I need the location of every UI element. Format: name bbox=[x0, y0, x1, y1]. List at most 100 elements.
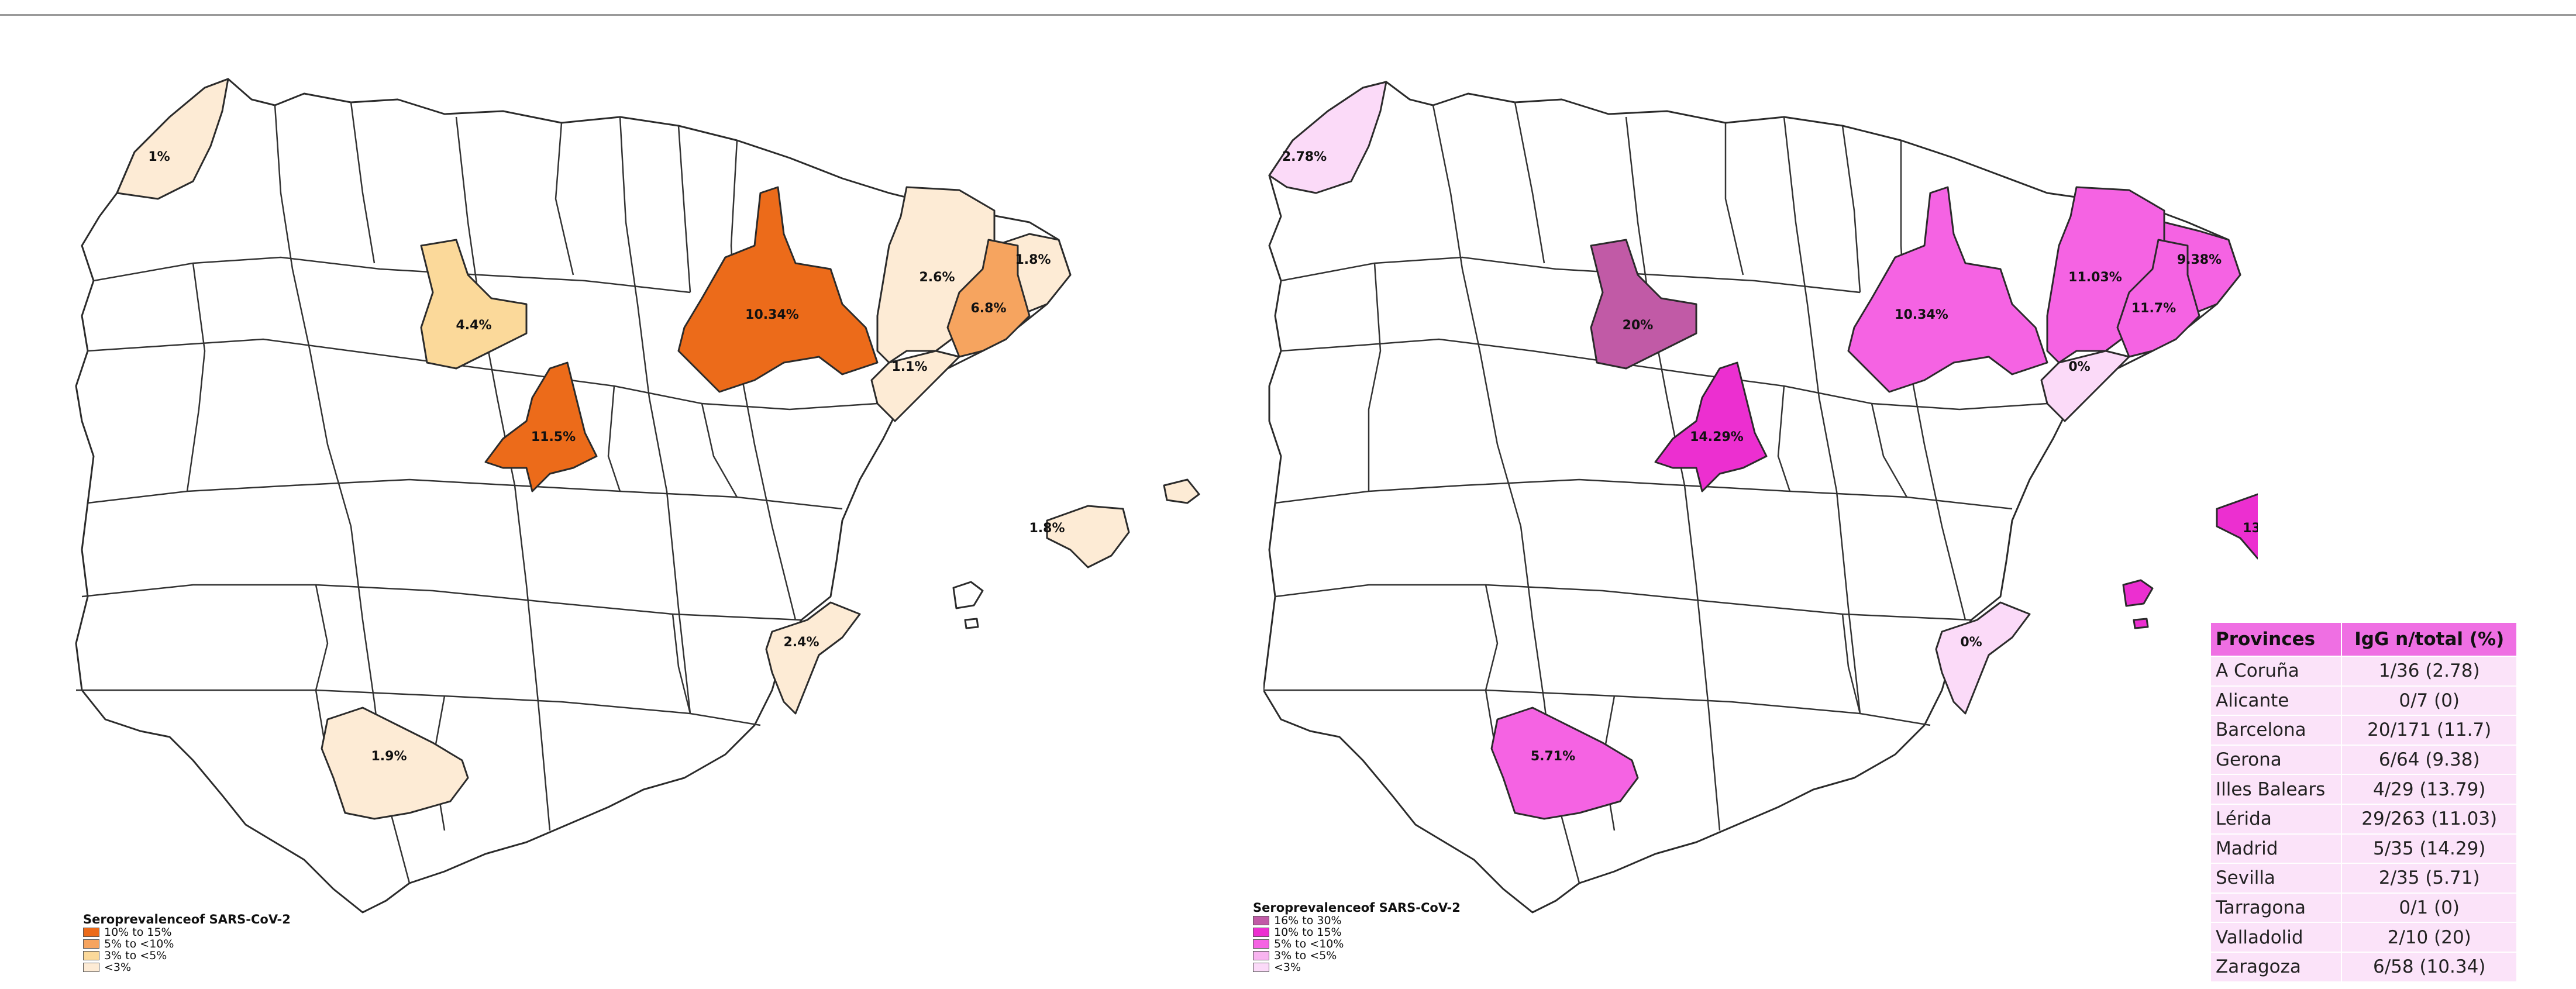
province-sevilla bbox=[1490, 707, 1639, 820]
province-zaragoza bbox=[677, 186, 879, 393]
label-barcelona: 6.8% bbox=[970, 301, 1006, 316]
cell-igg: 2/10 (20) bbox=[2341, 922, 2518, 953]
legend-label: 16% to 30% bbox=[1274, 914, 1342, 927]
label-zaragoza: 10.34% bbox=[745, 308, 799, 322]
table-header-row: Provinces IgG n/total (%) bbox=[2209, 622, 2518, 657]
label-lerida: 2.6% bbox=[919, 270, 955, 285]
cell-igg: 1/36 (2.78) bbox=[2341, 656, 2518, 687]
table-row: Lérida 29/263 (11.03) bbox=[2209, 803, 2518, 835]
cell-province: Illes Balears bbox=[2209, 774, 2343, 805]
province-borders bbox=[1263, 102, 2048, 884]
legend-label: 10% to 15% bbox=[104, 926, 172, 939]
legend-item: 5% to <10% bbox=[83, 938, 291, 950]
igg-table: Provinces IgG n/total (%) A Coruña 1/36 (… bbox=[2209, 622, 2518, 983]
label-gerona: 9.38% bbox=[2177, 253, 2222, 267]
legend-right: Seroprevalenceof SARS-CoV-2 16% to 30% 1… bbox=[1253, 901, 1461, 973]
label-alicante: 0% bbox=[1960, 635, 1982, 650]
island-ibiza bbox=[952, 581, 984, 609]
legend-swatch bbox=[83, 928, 99, 937]
cell-province: Madrid bbox=[2209, 833, 2343, 864]
top-divider bbox=[0, 14, 2576, 16]
table-row: A Coruña 1/36 (2.78) bbox=[2209, 656, 2518, 687]
label-madrid: 11.5% bbox=[531, 430, 576, 444]
province-alicante bbox=[765, 601, 861, 715]
cell-province: Zaragoza bbox=[2209, 951, 2343, 983]
legend-item: 16% to 30% bbox=[1253, 915, 1461, 926]
province-borders bbox=[76, 102, 878, 884]
island-formentera bbox=[2133, 618, 2149, 629]
cell-province: Valladolid bbox=[2209, 922, 2343, 953]
cell-province: Barcelona bbox=[2209, 715, 2343, 746]
label-sevilla: 1.9% bbox=[371, 749, 407, 764]
cell-igg: 4/29 (13.79) bbox=[2341, 774, 2518, 805]
cell-igg: 0/1 (0) bbox=[2341, 892, 2518, 923]
legend-swatch bbox=[83, 939, 99, 949]
label-a-coruna: 1% bbox=[148, 150, 170, 164]
cell-igg: 20/171 (11.7) bbox=[2341, 715, 2518, 746]
province-barcelona bbox=[946, 239, 1031, 358]
island-formentera bbox=[964, 618, 979, 629]
label-lerida: 11.03% bbox=[2068, 270, 2122, 285]
label-alicante: 2.4% bbox=[783, 635, 819, 650]
header-provinces: Provinces bbox=[2209, 622, 2343, 657]
legend-label: <3% bbox=[1274, 961, 1301, 974]
legend-swatch bbox=[1253, 963, 1269, 972]
cell-igg: 6/58 (10.34) bbox=[2341, 951, 2518, 983]
province-tarragona bbox=[2040, 350, 2130, 422]
label-valladolid: 4.4% bbox=[456, 318, 491, 333]
province-a-coruna bbox=[116, 78, 229, 200]
legend-label: 5% to <10% bbox=[104, 938, 174, 950]
label-valladolid: 20% bbox=[1623, 318, 1654, 333]
cell-igg: 2/35 (5.71) bbox=[2341, 863, 2518, 894]
label-illes-balears: 1.8% bbox=[1029, 521, 1065, 536]
legend-item: <3% bbox=[83, 962, 291, 973]
legend-left: Seroprevalenceof SARS-CoV-2 10% to 15% 5… bbox=[83, 912, 291, 973]
cell-province: Tarragona bbox=[2209, 892, 2343, 923]
legend-item: 3% to <5% bbox=[1253, 950, 1461, 962]
cell-igg: 29/263 (11.03) bbox=[2341, 803, 2518, 835]
cell-igg: 5/35 (14.29) bbox=[2341, 833, 2518, 864]
legend-label: 5% to <10% bbox=[1274, 938, 1344, 950]
island-ibiza bbox=[2122, 579, 2154, 607]
island-mallorca bbox=[1046, 505, 1130, 568]
table-row: Madrid 5/35 (14.29) bbox=[2209, 833, 2518, 864]
legend-swatch bbox=[83, 963, 99, 972]
legend-item: 5% to <10% bbox=[1253, 938, 1461, 950]
legend-label: 3% to <5% bbox=[1274, 949, 1337, 962]
table-row: Gerona 6/64 (9.38) bbox=[2209, 744, 2518, 776]
province-a-coruna bbox=[1268, 81, 1387, 194]
label-barcelona: 11.7% bbox=[2131, 301, 2176, 316]
province-tarragona bbox=[870, 350, 960, 422]
map-right: 2.78% 20% 10.34% 11.03% 11.7% 9.38% 0% 1… bbox=[1263, 81, 2258, 914]
table-row: Zaragoza 6/58 (10.34) bbox=[2209, 951, 2518, 983]
province-sevilla bbox=[321, 707, 469, 820]
header-igg: IgG n/total (%) bbox=[2341, 622, 2518, 657]
cell-province: Sevilla bbox=[2209, 863, 2343, 894]
province-barcelona bbox=[2116, 239, 2200, 358]
legend-label: 10% to 15% bbox=[1274, 926, 1342, 939]
legend-swatch bbox=[1253, 928, 1269, 937]
label-illes-balears: 13.79% bbox=[2243, 521, 2258, 536]
legend-label: 3% to <5% bbox=[104, 949, 167, 962]
table-row: Alicante 0/7 (0) bbox=[2209, 685, 2518, 716]
legend-label: <3% bbox=[104, 961, 132, 974]
cell-province: Gerona bbox=[2209, 744, 2343, 776]
province-alicante bbox=[1935, 601, 2031, 715]
map-left: 1% 4.4% 10.34% 2.6% 6.8% 1.8% 1.1% 11.5%… bbox=[75, 78, 1200, 914]
label-tarragona: 0% bbox=[2068, 360, 2090, 374]
island-menorca bbox=[1163, 478, 1200, 504]
cell-igg: 6/64 (9.38) bbox=[2341, 744, 2518, 776]
table-row: Tarragona 0/1 (0) bbox=[2209, 892, 2518, 923]
province-valladolid bbox=[420, 239, 528, 370]
table-row: Barcelona 20/171 (11.7) bbox=[2209, 715, 2518, 746]
province-madrid bbox=[1654, 361, 1768, 492]
table-row: Illes Balears 4/29 (13.79) bbox=[2209, 774, 2518, 805]
island-mallorca bbox=[2216, 493, 2258, 560]
label-madrid: 14.29% bbox=[1690, 430, 1744, 444]
legend-swatch bbox=[1253, 939, 1269, 949]
table-row: Valladolid 2/10 (20) bbox=[2209, 922, 2518, 953]
label-gerona: 1.8% bbox=[1015, 253, 1051, 267]
legend-title: Seroprevalenceof SARS-CoV-2 bbox=[83, 912, 291, 926]
legend-item: 10% to 15% bbox=[1253, 926, 1461, 938]
cell-igg: 0/7 (0) bbox=[2341, 685, 2518, 716]
